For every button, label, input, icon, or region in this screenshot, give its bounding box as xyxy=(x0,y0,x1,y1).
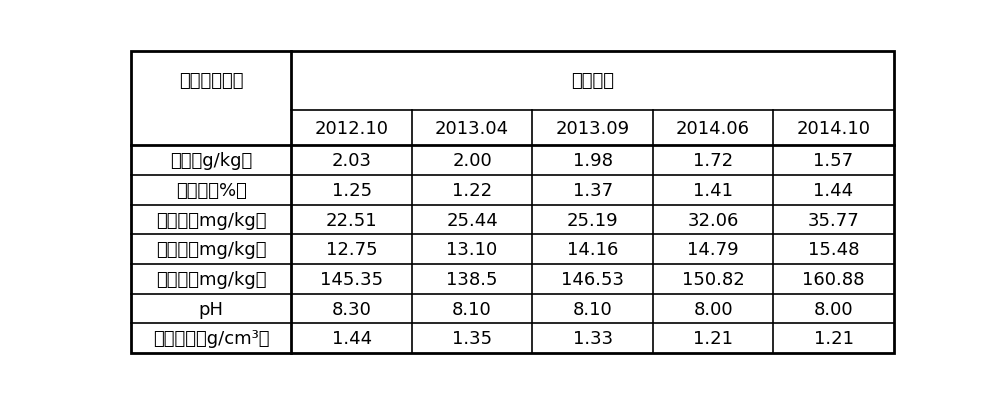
Text: 1.98: 1.98 xyxy=(573,152,613,170)
Text: 有效磷（mg/kg）: 有效磷（mg/kg） xyxy=(156,241,267,259)
Text: 145.35: 145.35 xyxy=(320,270,383,288)
Text: 1.21: 1.21 xyxy=(693,329,733,347)
Text: 2013.09: 2013.09 xyxy=(556,119,630,137)
Text: 25.19: 25.19 xyxy=(567,211,618,229)
Text: 1.44: 1.44 xyxy=(332,329,372,347)
Text: 2.03: 2.03 xyxy=(332,152,372,170)
Text: 14.16: 14.16 xyxy=(567,241,618,259)
Text: 2.00: 2.00 xyxy=(452,152,492,170)
Text: 速效鲢（mg/kg）: 速效鲢（mg/kg） xyxy=(156,270,267,288)
Text: 1.21: 1.21 xyxy=(814,329,854,347)
Text: 1.25: 1.25 xyxy=(332,181,372,199)
Text: 8.10: 8.10 xyxy=(573,300,612,318)
Text: 1.72: 1.72 xyxy=(693,152,733,170)
Text: 碌解氮（mg/kg）: 碌解氮（mg/kg） xyxy=(156,211,267,229)
Text: 35.77: 35.77 xyxy=(808,211,859,229)
Text: 1.22: 1.22 xyxy=(452,181,492,199)
Text: 2013.04: 2013.04 xyxy=(435,119,509,137)
Text: 146.53: 146.53 xyxy=(561,270,624,288)
Text: 1.37: 1.37 xyxy=(573,181,613,199)
Text: 1.41: 1.41 xyxy=(693,181,733,199)
Text: pH: pH xyxy=(199,300,224,318)
Text: 8.30: 8.30 xyxy=(332,300,372,318)
Text: 12.75: 12.75 xyxy=(326,241,377,259)
Text: 全盐（g/kg）: 全盐（g/kg） xyxy=(170,152,252,170)
Text: 2012.10: 2012.10 xyxy=(315,119,389,137)
Text: 2014.06: 2014.06 xyxy=(676,119,750,137)
Text: 2014.10: 2014.10 xyxy=(797,119,871,137)
Text: 13.10: 13.10 xyxy=(446,241,498,259)
Text: 有机质（%）: 有机质（%） xyxy=(176,181,247,199)
Text: 土壤地力指标: 土壤地力指标 xyxy=(179,72,244,90)
Text: 采样时间: 采样时间 xyxy=(571,72,614,90)
Text: 8.10: 8.10 xyxy=(452,300,492,318)
Text: 160.88: 160.88 xyxy=(802,270,865,288)
Text: 32.06: 32.06 xyxy=(687,211,739,229)
Text: 8.00: 8.00 xyxy=(814,300,853,318)
Text: 1.44: 1.44 xyxy=(813,181,854,199)
Text: 1.57: 1.57 xyxy=(813,152,854,170)
Text: 150.82: 150.82 xyxy=(682,270,744,288)
Text: 1.35: 1.35 xyxy=(452,329,492,347)
Text: 138.5: 138.5 xyxy=(446,270,498,288)
Text: 15.48: 15.48 xyxy=(808,241,859,259)
Text: 22.51: 22.51 xyxy=(326,211,377,229)
Text: 14.79: 14.79 xyxy=(687,241,739,259)
Text: 25.44: 25.44 xyxy=(446,211,498,229)
Text: 1.33: 1.33 xyxy=(573,329,613,347)
Text: 8.00: 8.00 xyxy=(693,300,733,318)
Text: 土壤容重（g/cm³）: 土壤容重（g/cm³） xyxy=(153,329,270,347)
